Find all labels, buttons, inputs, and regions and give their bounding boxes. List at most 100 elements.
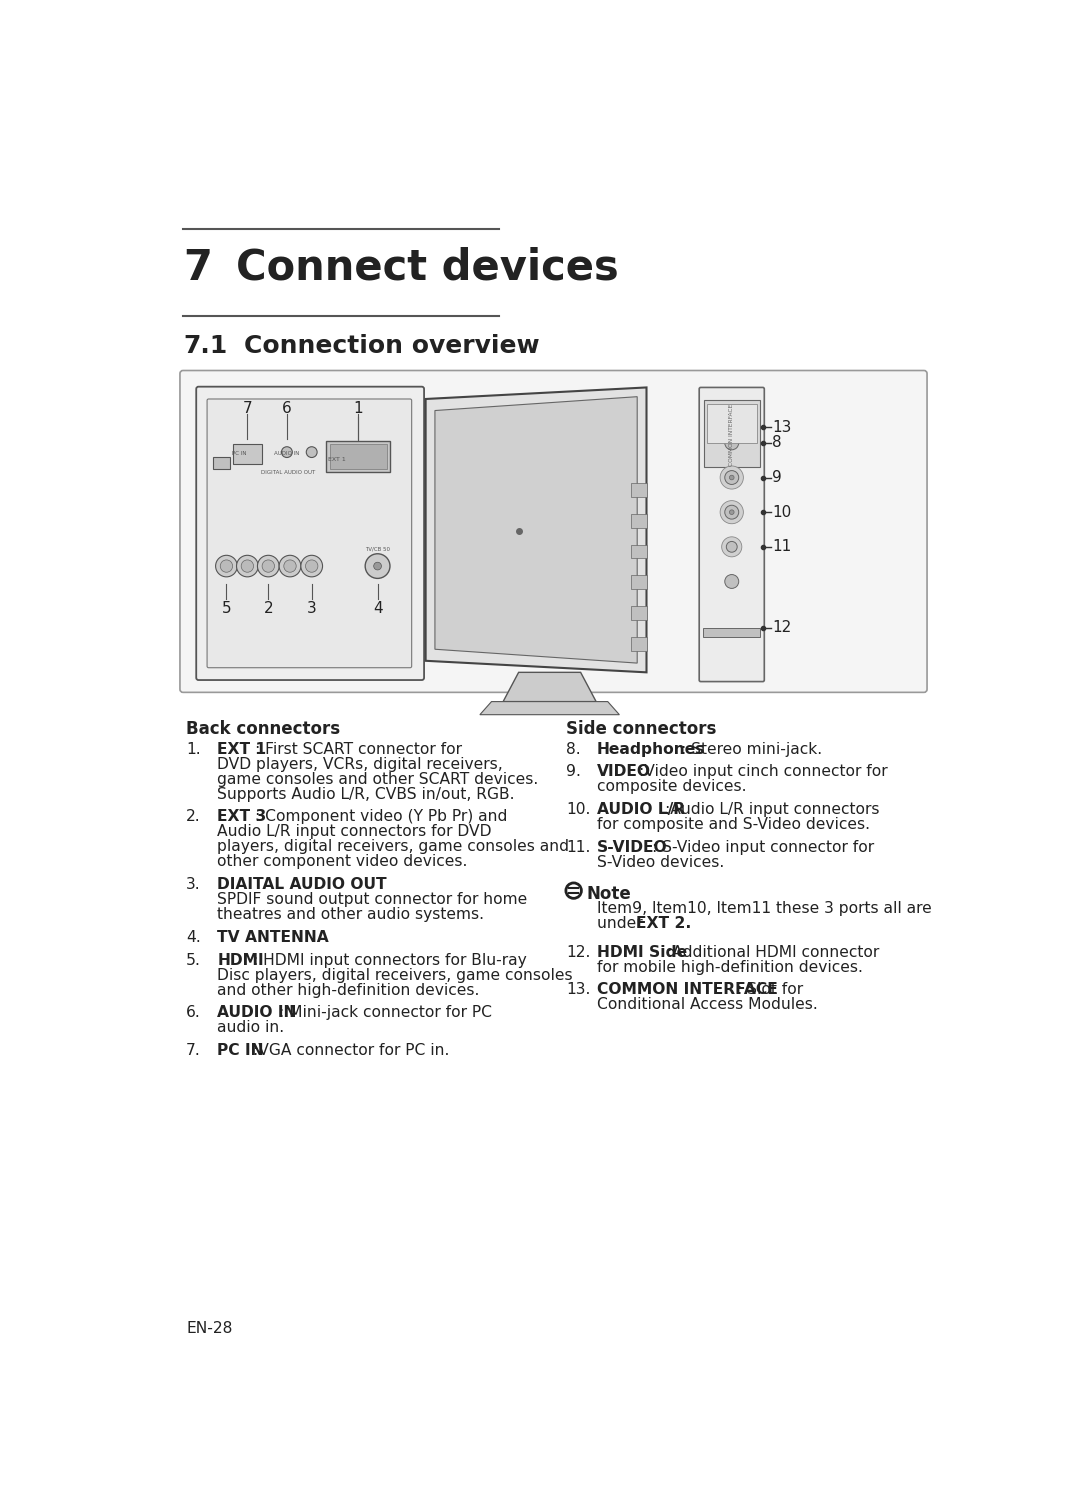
Text: 5.: 5. <box>186 952 201 967</box>
Text: Note: Note <box>586 886 631 904</box>
Text: players, digital receivers, game consoles and: players, digital receivers, game console… <box>217 839 569 854</box>
Text: AUDIO IN: AUDIO IN <box>217 1005 297 1020</box>
FancyBboxPatch shape <box>631 545 647 558</box>
Text: : Slot for: : Slot for <box>737 982 804 997</box>
Text: 2: 2 <box>264 601 273 616</box>
Text: : First SCART connector for: : First SCART connector for <box>255 741 462 756</box>
Circle shape <box>282 447 293 457</box>
Text: TV/CB 50: TV/CB 50 <box>365 546 390 552</box>
Text: Disc players, digital receivers, game consoles: Disc players, digital receivers, game co… <box>217 967 572 982</box>
Text: Item9, Item10, Item11 these 3 ports all are: Item9, Item10, Item11 these 3 ports all … <box>597 901 932 916</box>
Text: PC IN: PC IN <box>231 451 246 456</box>
Text: EXT 2.: EXT 2. <box>636 916 691 931</box>
Text: S-Video devices.: S-Video devices. <box>597 854 725 869</box>
Text: 9.: 9. <box>566 765 581 779</box>
Text: for composite and S-Video devices.: for composite and S-Video devices. <box>597 816 869 831</box>
Polygon shape <box>480 702 619 715</box>
Circle shape <box>374 563 381 570</box>
Circle shape <box>237 555 258 576</box>
Text: DIGITAL AUDIO OUT: DIGITAL AUDIO OUT <box>260 469 314 475</box>
Text: 13: 13 <box>772 420 792 435</box>
Text: 12.: 12. <box>566 945 591 960</box>
Circle shape <box>284 560 296 572</box>
FancyBboxPatch shape <box>699 388 765 682</box>
Text: 9: 9 <box>772 469 782 484</box>
Circle shape <box>725 575 739 589</box>
Text: 4.: 4. <box>186 930 201 945</box>
Text: : HDMI input connectors for Blu-ray: : HDMI input connectors for Blu-ray <box>254 952 527 967</box>
Text: PC IN: PC IN <box>217 1043 264 1058</box>
Circle shape <box>725 471 739 484</box>
Text: :Additional HDMI connector: :Additional HDMI connector <box>666 945 879 960</box>
Text: theatres and other audio systems.: theatres and other audio systems. <box>217 907 484 922</box>
Text: EXT 3: EXT 3 <box>217 809 267 824</box>
Circle shape <box>725 436 739 450</box>
Text: SPDIF sound output connector for home: SPDIF sound output connector for home <box>217 892 527 907</box>
Text: :Video input cinch connector for: :Video input cinch connector for <box>638 765 888 779</box>
Text: 2.: 2. <box>186 809 201 824</box>
Text: 5: 5 <box>221 601 231 616</box>
Circle shape <box>365 554 390 578</box>
Text: 4: 4 <box>373 601 382 616</box>
FancyBboxPatch shape <box>631 513 647 528</box>
Text: EXT 1: EXT 1 <box>328 457 346 462</box>
Text: 13.: 13. <box>566 982 591 997</box>
Circle shape <box>729 510 734 515</box>
Text: AUDIO L/R: AUDIO L/R <box>597 803 685 816</box>
FancyBboxPatch shape <box>631 637 647 650</box>
Text: other component video devices.: other component video devices. <box>217 854 468 869</box>
Text: AUDIO IN: AUDIO IN <box>274 451 299 456</box>
Text: S-VIDEO: S-VIDEO <box>597 841 667 854</box>
FancyBboxPatch shape <box>704 400 759 466</box>
Text: HDMI Side: HDMI Side <box>597 945 687 960</box>
Text: Supports Audio L/R, CVBS in/out, RGB.: Supports Audio L/R, CVBS in/out, RGB. <box>217 786 515 801</box>
Text: 7: 7 <box>183 246 212 288</box>
Text: 11: 11 <box>772 539 792 554</box>
Text: game consoles and other SCART devices.: game consoles and other SCART devices. <box>217 771 539 786</box>
Text: and other high-definition devices.: and other high-definition devices. <box>217 982 480 997</box>
Text: VIDEO: VIDEO <box>597 765 651 779</box>
FancyBboxPatch shape <box>197 386 424 681</box>
Text: 10: 10 <box>772 504 792 519</box>
Text: : Stereo mini-jack.: : Stereo mini-jack. <box>681 741 822 756</box>
Text: COMMON INTERFACE: COMMON INTERFACE <box>597 982 778 997</box>
Circle shape <box>727 542 738 552</box>
Text: 1.: 1. <box>186 741 201 756</box>
Text: 8: 8 <box>772 436 782 450</box>
Text: HDMI: HDMI <box>217 952 264 967</box>
Text: 8.: 8. <box>566 741 581 756</box>
Circle shape <box>720 501 743 524</box>
Text: 7.1: 7.1 <box>183 333 227 358</box>
Circle shape <box>725 506 739 519</box>
Text: Side connectors: Side connectors <box>566 720 716 738</box>
Circle shape <box>257 555 279 576</box>
FancyBboxPatch shape <box>631 607 647 620</box>
Text: 7: 7 <box>243 401 253 416</box>
Circle shape <box>220 560 232 572</box>
Text: Audio L/R input connectors for DVD: Audio L/R input connectors for DVD <box>217 824 491 839</box>
Text: COMMON INTERFACE: COMMON INTERFACE <box>729 404 734 466</box>
Circle shape <box>307 447 318 457</box>
FancyBboxPatch shape <box>631 575 647 589</box>
FancyBboxPatch shape <box>631 483 647 496</box>
Polygon shape <box>426 388 647 673</box>
FancyBboxPatch shape <box>213 457 230 469</box>
Polygon shape <box>503 673 596 702</box>
Text: DVD players, VCRs, digital receivers,: DVD players, VCRs, digital receivers, <box>217 756 503 771</box>
Text: Conditional Access Modules.: Conditional Access Modules. <box>597 997 818 1013</box>
Text: 11.: 11. <box>566 841 591 854</box>
Text: : Mini-jack connector for PC: : Mini-jack connector for PC <box>279 1005 491 1020</box>
Polygon shape <box>435 397 637 662</box>
Text: 1: 1 <box>353 401 363 416</box>
FancyBboxPatch shape <box>707 404 757 442</box>
Text: composite devices.: composite devices. <box>597 779 746 794</box>
Circle shape <box>306 560 318 572</box>
Text: Headphones: Headphones <box>597 741 705 756</box>
Text: under: under <box>597 916 647 931</box>
Text: Back connectors: Back connectors <box>186 720 340 738</box>
Text: :VGA connector for PC in.: :VGA connector for PC in. <box>253 1043 449 1058</box>
Circle shape <box>279 555 301 576</box>
Text: EXT 1: EXT 1 <box>217 741 267 756</box>
Text: Connection overview: Connection overview <box>243 333 539 358</box>
Circle shape <box>241 560 254 572</box>
